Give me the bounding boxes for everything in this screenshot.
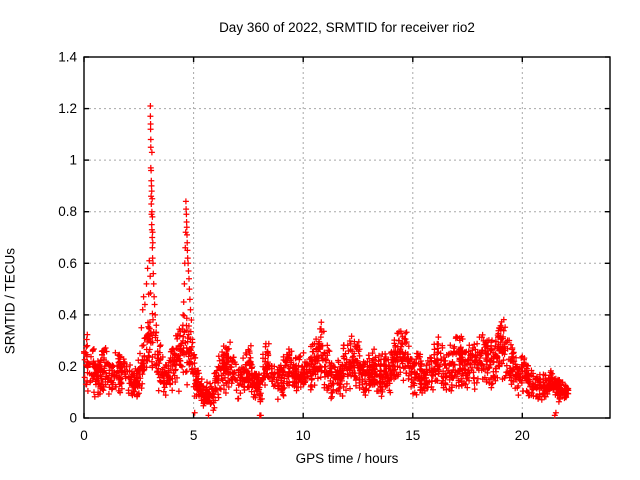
y-tick-label: 0.2 xyxy=(58,359,77,374)
x-tick-label: 20 xyxy=(515,428,530,443)
plot-border xyxy=(83,56,611,419)
scatter-points xyxy=(81,103,572,419)
x-tick-label: 5 xyxy=(190,428,198,443)
y-tick-label: 0 xyxy=(69,411,77,426)
chart-title: Day 360 of 2022, SRMTID for receiver rio… xyxy=(219,20,475,35)
y-tick-label: 0.6 xyxy=(58,256,77,271)
x-tick-label: 0 xyxy=(80,428,88,443)
x-tick-label: 10 xyxy=(296,428,311,443)
y-tick-label: 0.8 xyxy=(58,204,77,219)
x-axis-label: GPS time / hours xyxy=(295,451,399,466)
y-tick-label: 0.4 xyxy=(58,307,77,322)
y-tick-label: 1.4 xyxy=(58,50,77,65)
y-tick-label: 1.2 xyxy=(58,101,77,116)
y-tick-label: 1 xyxy=(69,153,77,168)
x-tick-label: 15 xyxy=(405,428,420,443)
